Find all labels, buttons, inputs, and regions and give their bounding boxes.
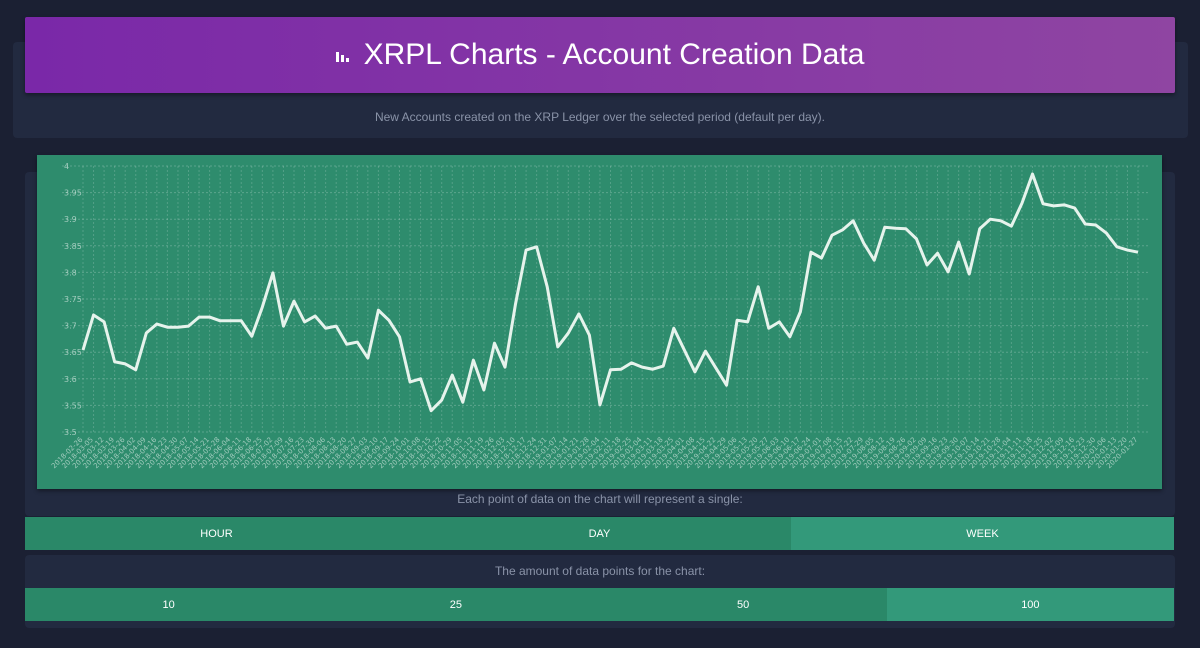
interval-row: HOUR DAY WEEK xyxy=(25,517,1174,550)
y-tick-label: 3.6 xyxy=(64,375,77,384)
option-button[interactable]: 50 xyxy=(599,588,887,621)
y-tick-label: 3.9 xyxy=(64,215,77,224)
option-button[interactable]: DAY xyxy=(408,517,791,550)
y-tick-label: 3.95 xyxy=(64,189,82,198)
y-tick-label: 3.8 xyxy=(64,268,77,277)
y-tick-label: 3.85 xyxy=(64,242,82,251)
y-tick-label: 3.7 xyxy=(64,322,77,331)
y-tick-label: 3.5 xyxy=(64,428,77,437)
option-button[interactable]: WEEK xyxy=(791,517,1174,550)
option-button[interactable]: 100 xyxy=(886,588,1174,621)
chart-icon xyxy=(335,52,349,62)
banner: XRPL Charts - Account Creation Data xyxy=(25,17,1175,93)
chart-box: 3.5 3.55 3.6 3.65 3.7 3.75 3.8 3.85 3.9 3.95 4 2018… xyxy=(37,155,1162,489)
y-tick-label: 3.75 xyxy=(64,295,82,304)
subtitle: New Accounts created on the XRP Ledger o… xyxy=(374,110,826,124)
option-button[interactable]: 10 xyxy=(25,588,313,621)
y-tick-label: 4 xyxy=(64,162,69,171)
data-line xyxy=(81,172,1139,413)
points-label: The amount of data points for the chart: xyxy=(494,564,706,578)
interval-label: Each point of data on the chart will rep… xyxy=(457,492,743,506)
y-tick-label: 3.65 xyxy=(64,348,82,357)
points-row: 10 25 50 100 xyxy=(25,588,1174,621)
chart: 3.53.553.63.653.73.753.83.853.93.9542018… xyxy=(50,162,1148,470)
page-title: XRPL Charts - Account Creation Data xyxy=(363,38,865,71)
y-tick-label: 3.55 xyxy=(64,401,82,410)
option-button[interactable]: 25 xyxy=(312,588,600,621)
option-button[interactable]: HOUR xyxy=(25,517,408,550)
